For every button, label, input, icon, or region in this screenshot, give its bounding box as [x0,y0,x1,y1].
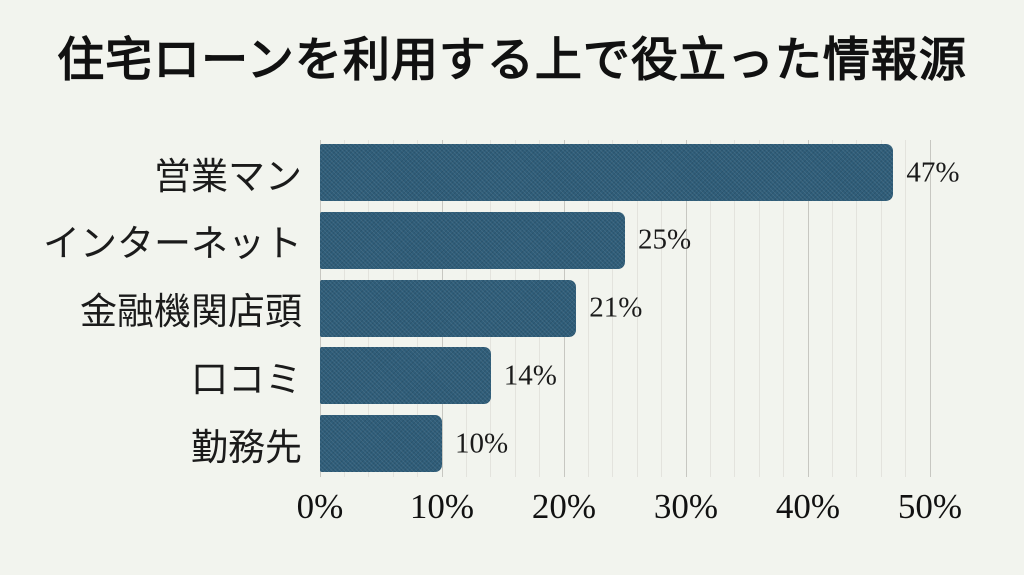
minor-gridline [612,140,614,477]
x-axis-tick-label: 10% [409,487,475,526]
category-label: 口コミ [191,359,302,401]
bar [320,211,625,269]
x-axis-tick-label: 40% [775,487,841,526]
minor-gridline [661,140,663,477]
minor-gridline [905,140,907,477]
x-axis-tick-label: 50% [897,487,963,526]
minor-gridline [709,140,711,477]
x-axis-tick-label: 20% [531,487,597,526]
bar [320,415,442,473]
category-label: 営業マン [154,156,302,198]
category-label: 勤務先 [191,427,302,469]
bar [320,347,491,405]
minor-gridline [831,140,833,477]
value-label: 25% [638,223,692,256]
major-gridline [685,140,687,477]
minor-gridline [734,140,736,477]
major-gridline [929,140,931,477]
minor-gridline [783,140,785,477]
minor-gridline [758,140,760,477]
minor-gridline [880,140,882,477]
x-axis-tick-label: 0% [296,487,344,526]
value-label: 47% [906,156,960,188]
minor-gridline [587,140,589,477]
chart-title: 住宅ローンを利用する上で役立った情報源 [57,35,967,87]
bar [320,279,577,337]
category-label: 金融機関店頭 [80,292,302,334]
value-label: 10% [455,427,509,460]
x-axis-tick-label: 30% [653,487,719,526]
minor-gridline [856,140,858,477]
major-gridline [807,140,809,477]
category-label: インターネット [43,224,302,266]
value-label: 21% [589,291,643,324]
value-label: 14% [503,359,557,392]
minor-gridline [636,140,638,477]
bar [320,144,894,201]
